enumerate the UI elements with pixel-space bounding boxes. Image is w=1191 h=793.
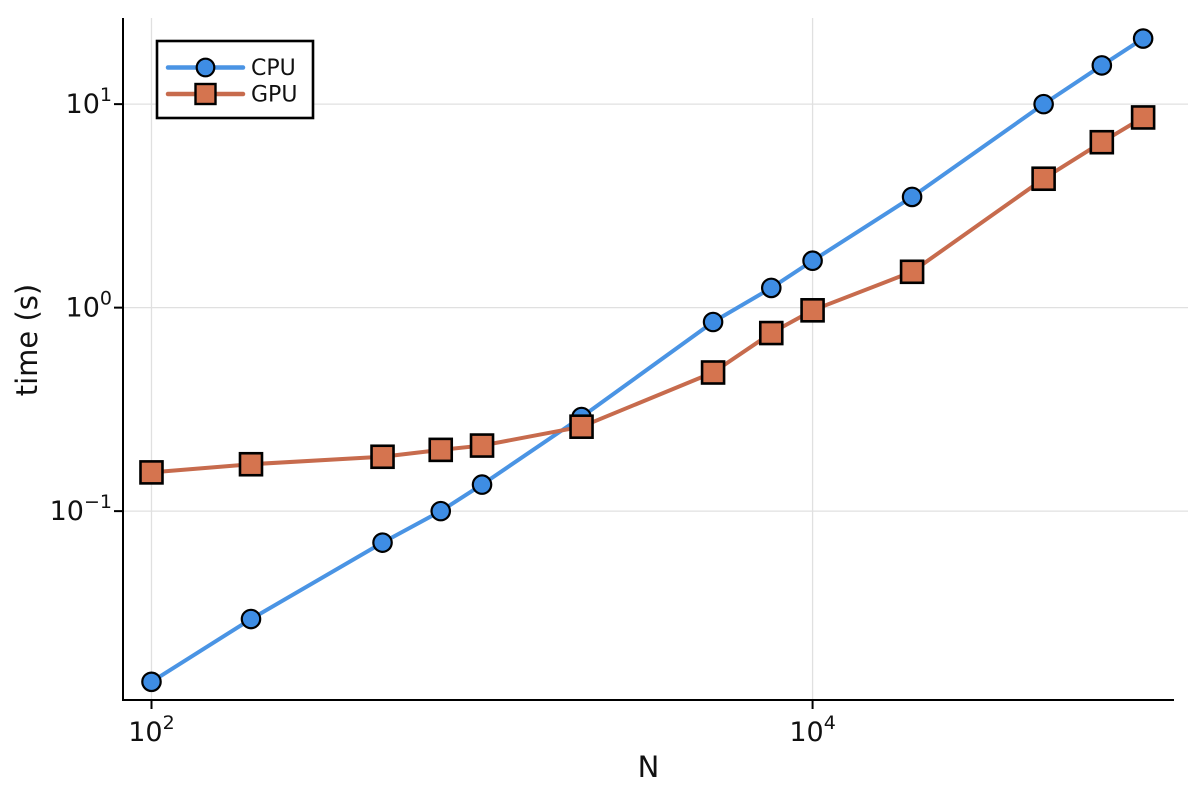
marker-square bbox=[370, 444, 395, 470]
marker-circle bbox=[240, 608, 262, 630]
legend-box bbox=[155, 39, 315, 120]
y-tick-label: 100 bbox=[66, 288, 112, 324]
y-tick-label: 101 bbox=[66, 84, 112, 120]
marker-square bbox=[800, 298, 825, 323]
legend-label-cpu: CPU bbox=[251, 56, 296, 81]
axes bbox=[114, 18, 1174, 709]
legend-label-gpu: GPU bbox=[251, 83, 297, 108]
marker-square bbox=[238, 451, 264, 477]
grid bbox=[123, 18, 1188, 700]
legend-marker-square bbox=[194, 82, 217, 106]
y-axis-label: time (s) bbox=[10, 283, 44, 397]
marker-square bbox=[1031, 166, 1056, 192]
marker-circle bbox=[471, 474, 493, 495]
marker-circle bbox=[901, 186, 923, 208]
series-line-gpu bbox=[149, 115, 1146, 475]
series-cpu bbox=[141, 28, 1154, 693]
series-line-cpu bbox=[149, 36, 1146, 684]
marker-circle bbox=[760, 277, 782, 299]
y-tick-label: 10−1 bbox=[50, 491, 112, 527]
marker-circle bbox=[372, 532, 393, 553]
marker-circle bbox=[702, 311, 724, 333]
marker-circle bbox=[1091, 55, 1113, 76]
x-tick-label: 104 bbox=[789, 712, 835, 748]
marker-square bbox=[469, 433, 495, 458]
legend-marker-circle bbox=[195, 57, 216, 78]
marker-square bbox=[139, 460, 164, 485]
marker-circle bbox=[1033, 93, 1054, 115]
marker-square bbox=[569, 414, 594, 439]
marker-circle bbox=[802, 250, 823, 272]
marker-square bbox=[428, 437, 454, 463]
marker-circle bbox=[430, 500, 452, 522]
marker-square bbox=[899, 259, 925, 285]
marker-circle bbox=[1132, 28, 1154, 49]
x-axis-label: N bbox=[637, 750, 660, 784]
marker-square bbox=[1130, 105, 1156, 130]
marker-square bbox=[758, 320, 784, 346]
series-gpu bbox=[139, 105, 1156, 485]
marker-square bbox=[1089, 129, 1115, 155]
x-tick-label: 102 bbox=[128, 712, 174, 748]
marker-circle bbox=[141, 671, 162, 693]
marker-square bbox=[700, 360, 726, 385]
